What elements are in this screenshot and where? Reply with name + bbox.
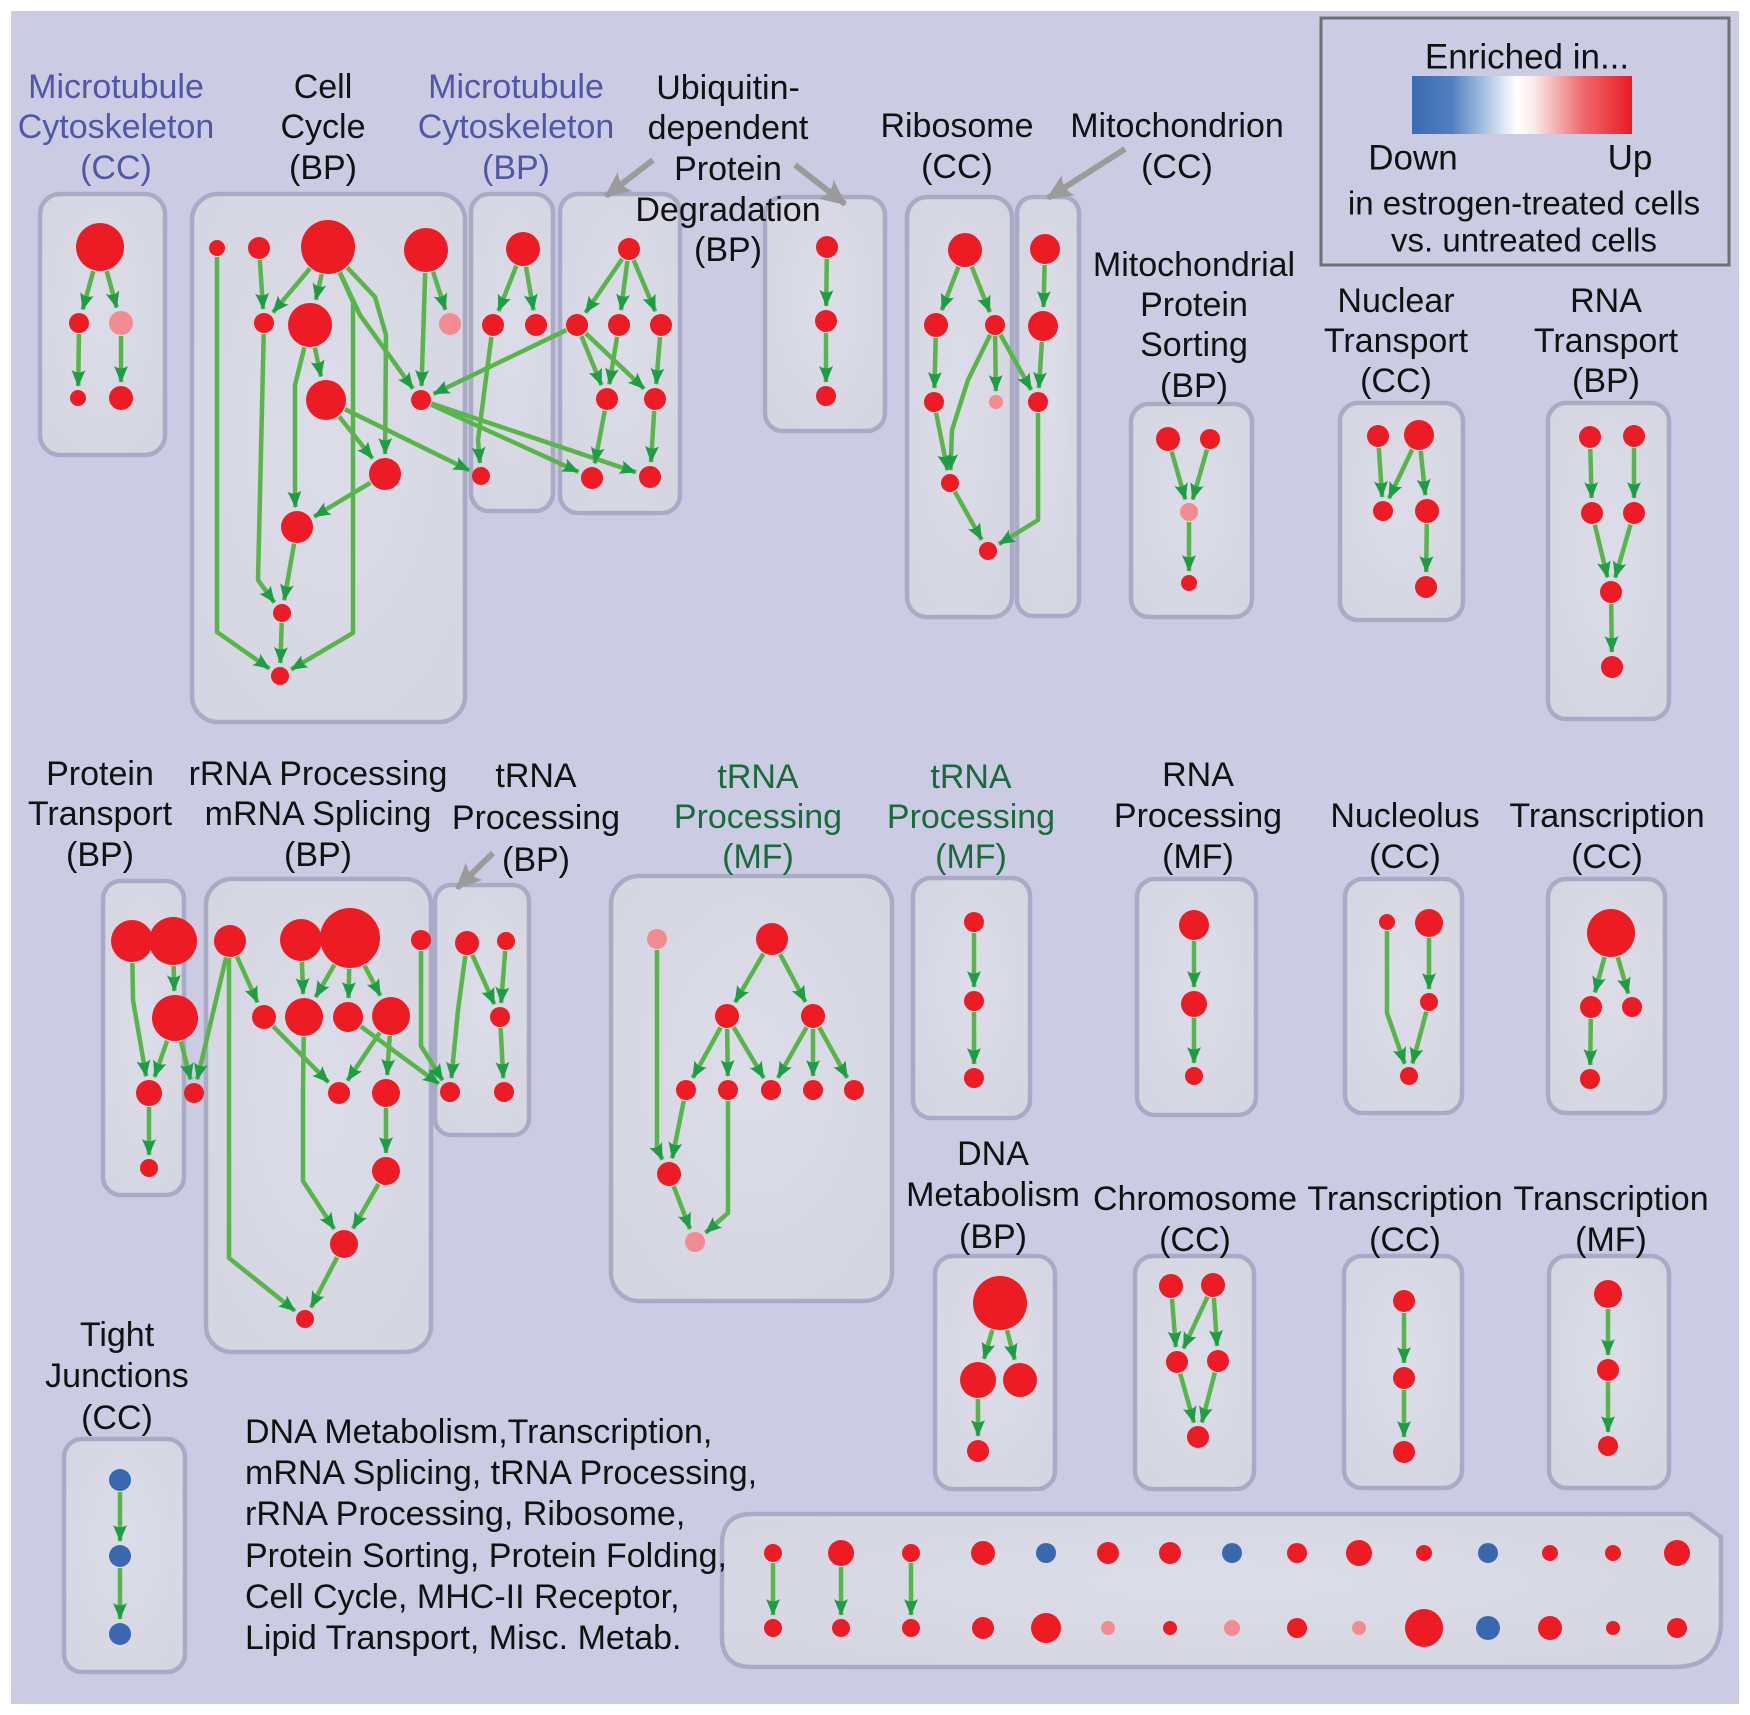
svg-text:Processing: Processing	[674, 798, 842, 836]
svg-text:(BP): (BP)	[502, 841, 570, 879]
svg-text:(MF): (MF)	[935, 838, 1007, 876]
svg-text:(BP): (BP)	[66, 836, 134, 874]
svg-text:(MF): (MF)	[1575, 1221, 1647, 1259]
svg-text:Transcription: Transcription	[1509, 797, 1704, 835]
svg-text:Protein: Protein	[674, 150, 782, 188]
svg-text:Ubiquitin-: Ubiquitin-	[656, 69, 800, 107]
svg-text:Processing: Processing	[1114, 797, 1282, 835]
svg-text:(CC): (CC)	[1141, 148, 1213, 186]
svg-text:(CC): (CC)	[921, 148, 993, 186]
svg-text:Protein Sorting, Protein Foldi: Protein Sorting, Protein Folding,	[245, 1537, 727, 1575]
svg-text:(BP): (BP)	[959, 1218, 1027, 1256]
svg-text:tRNA: tRNA	[495, 757, 577, 795]
svg-text:Processing: Processing	[452, 799, 620, 837]
svg-text:(MF): (MF)	[722, 838, 794, 876]
svg-text:Cell Cycle, MHC-II Receptor,: Cell Cycle, MHC-II Receptor,	[245, 1578, 680, 1616]
svg-text:Transcription: Transcription	[1307, 1180, 1502, 1218]
svg-text:(MF): (MF)	[1162, 838, 1234, 876]
svg-text:Cell: Cell	[294, 68, 353, 106]
svg-text:mRNA Splicing, tRNA Processing: mRNA Splicing, tRNA Processing,	[245, 1454, 757, 1492]
svg-text:Transport: Transport	[1534, 322, 1679, 360]
svg-text:Cytoskeleton: Cytoskeleton	[418, 108, 615, 146]
svg-text:(CC): (CC)	[80, 149, 152, 187]
svg-text:Sorting: Sorting	[1140, 326, 1248, 364]
svg-text:Protein: Protein	[46, 755, 154, 793]
svg-text:DNA Metabolism,Transcription,: DNA Metabolism,Transcription,	[245, 1413, 712, 1451]
svg-text:Nucleolus: Nucleolus	[1330, 797, 1479, 835]
svg-text:RNA: RNA	[1570, 282, 1642, 320]
svg-text:mRNA Splicing: mRNA Splicing	[205, 795, 432, 833]
svg-text:Processing: Processing	[887, 798, 1055, 836]
svg-text:(CC): (CC)	[1369, 838, 1441, 876]
svg-text:Cycle: Cycle	[280, 108, 365, 146]
svg-text:(BP): (BP)	[694, 231, 762, 269]
svg-text:(BP): (BP)	[482, 149, 550, 187]
svg-text:Down: Down	[1368, 139, 1457, 178]
svg-text:(CC): (CC)	[1571, 838, 1643, 876]
svg-text:tRNA: tRNA	[930, 758, 1012, 796]
svg-text:(BP): (BP)	[284, 836, 352, 874]
svg-text:RNA: RNA	[1162, 756, 1234, 794]
svg-text:Transcription: Transcription	[1513, 1180, 1708, 1218]
svg-text:Mitochondrion: Mitochondrion	[1070, 107, 1284, 145]
svg-text:Lipid Transport, Misc. Metab.: Lipid Transport, Misc. Metab.	[245, 1619, 682, 1657]
svg-text:Microtubule: Microtubule	[428, 68, 604, 106]
svg-text:(BP): (BP)	[1572, 362, 1640, 400]
svg-text:Up: Up	[1608, 139, 1653, 178]
svg-text:Mitochondrial: Mitochondrial	[1093, 246, 1295, 284]
svg-text:rRNA Processing: rRNA Processing	[189, 755, 448, 793]
svg-text:DNA: DNA	[957, 1135, 1029, 1173]
svg-text:Protein: Protein	[1140, 286, 1248, 324]
svg-text:Enriched in...: Enriched in...	[1425, 38, 1629, 77]
svg-text:Microtubule: Microtubule	[28, 68, 204, 106]
svg-text:Ribosome: Ribosome	[880, 107, 1033, 145]
svg-text:vs. untreated cells: vs. untreated cells	[1391, 222, 1657, 259]
svg-text:tRNA: tRNA	[717, 758, 799, 796]
svg-text:Junctions: Junctions	[45, 1357, 189, 1395]
svg-text:Metabolism: Metabolism	[906, 1176, 1080, 1214]
svg-text:Transport: Transport	[1324, 322, 1469, 360]
svg-text:Degradation: Degradation	[635, 191, 820, 229]
svg-text:Chromosome: Chromosome	[1093, 1180, 1297, 1218]
svg-text:(BP): (BP)	[289, 149, 357, 187]
svg-text:Transport: Transport	[28, 795, 173, 833]
svg-text:(CC): (CC)	[1369, 1221, 1441, 1259]
svg-text:dependent: dependent	[648, 109, 809, 147]
svg-text:Nuclear: Nuclear	[1337, 282, 1454, 320]
svg-text:(CC): (CC)	[1159, 1221, 1231, 1259]
svg-text:(CC): (CC)	[1360, 362, 1432, 400]
svg-text:(CC): (CC)	[81, 1399, 153, 1437]
svg-text:Tight: Tight	[80, 1316, 155, 1354]
svg-text:(BP): (BP)	[1160, 367, 1228, 405]
svg-text:Cytoskeleton: Cytoskeleton	[18, 108, 215, 146]
svg-text:in estrogen-treated cells: in estrogen-treated cells	[1348, 185, 1700, 222]
svg-text:rRNA Processing, Ribosome,: rRNA Processing, Ribosome,	[245, 1495, 685, 1533]
